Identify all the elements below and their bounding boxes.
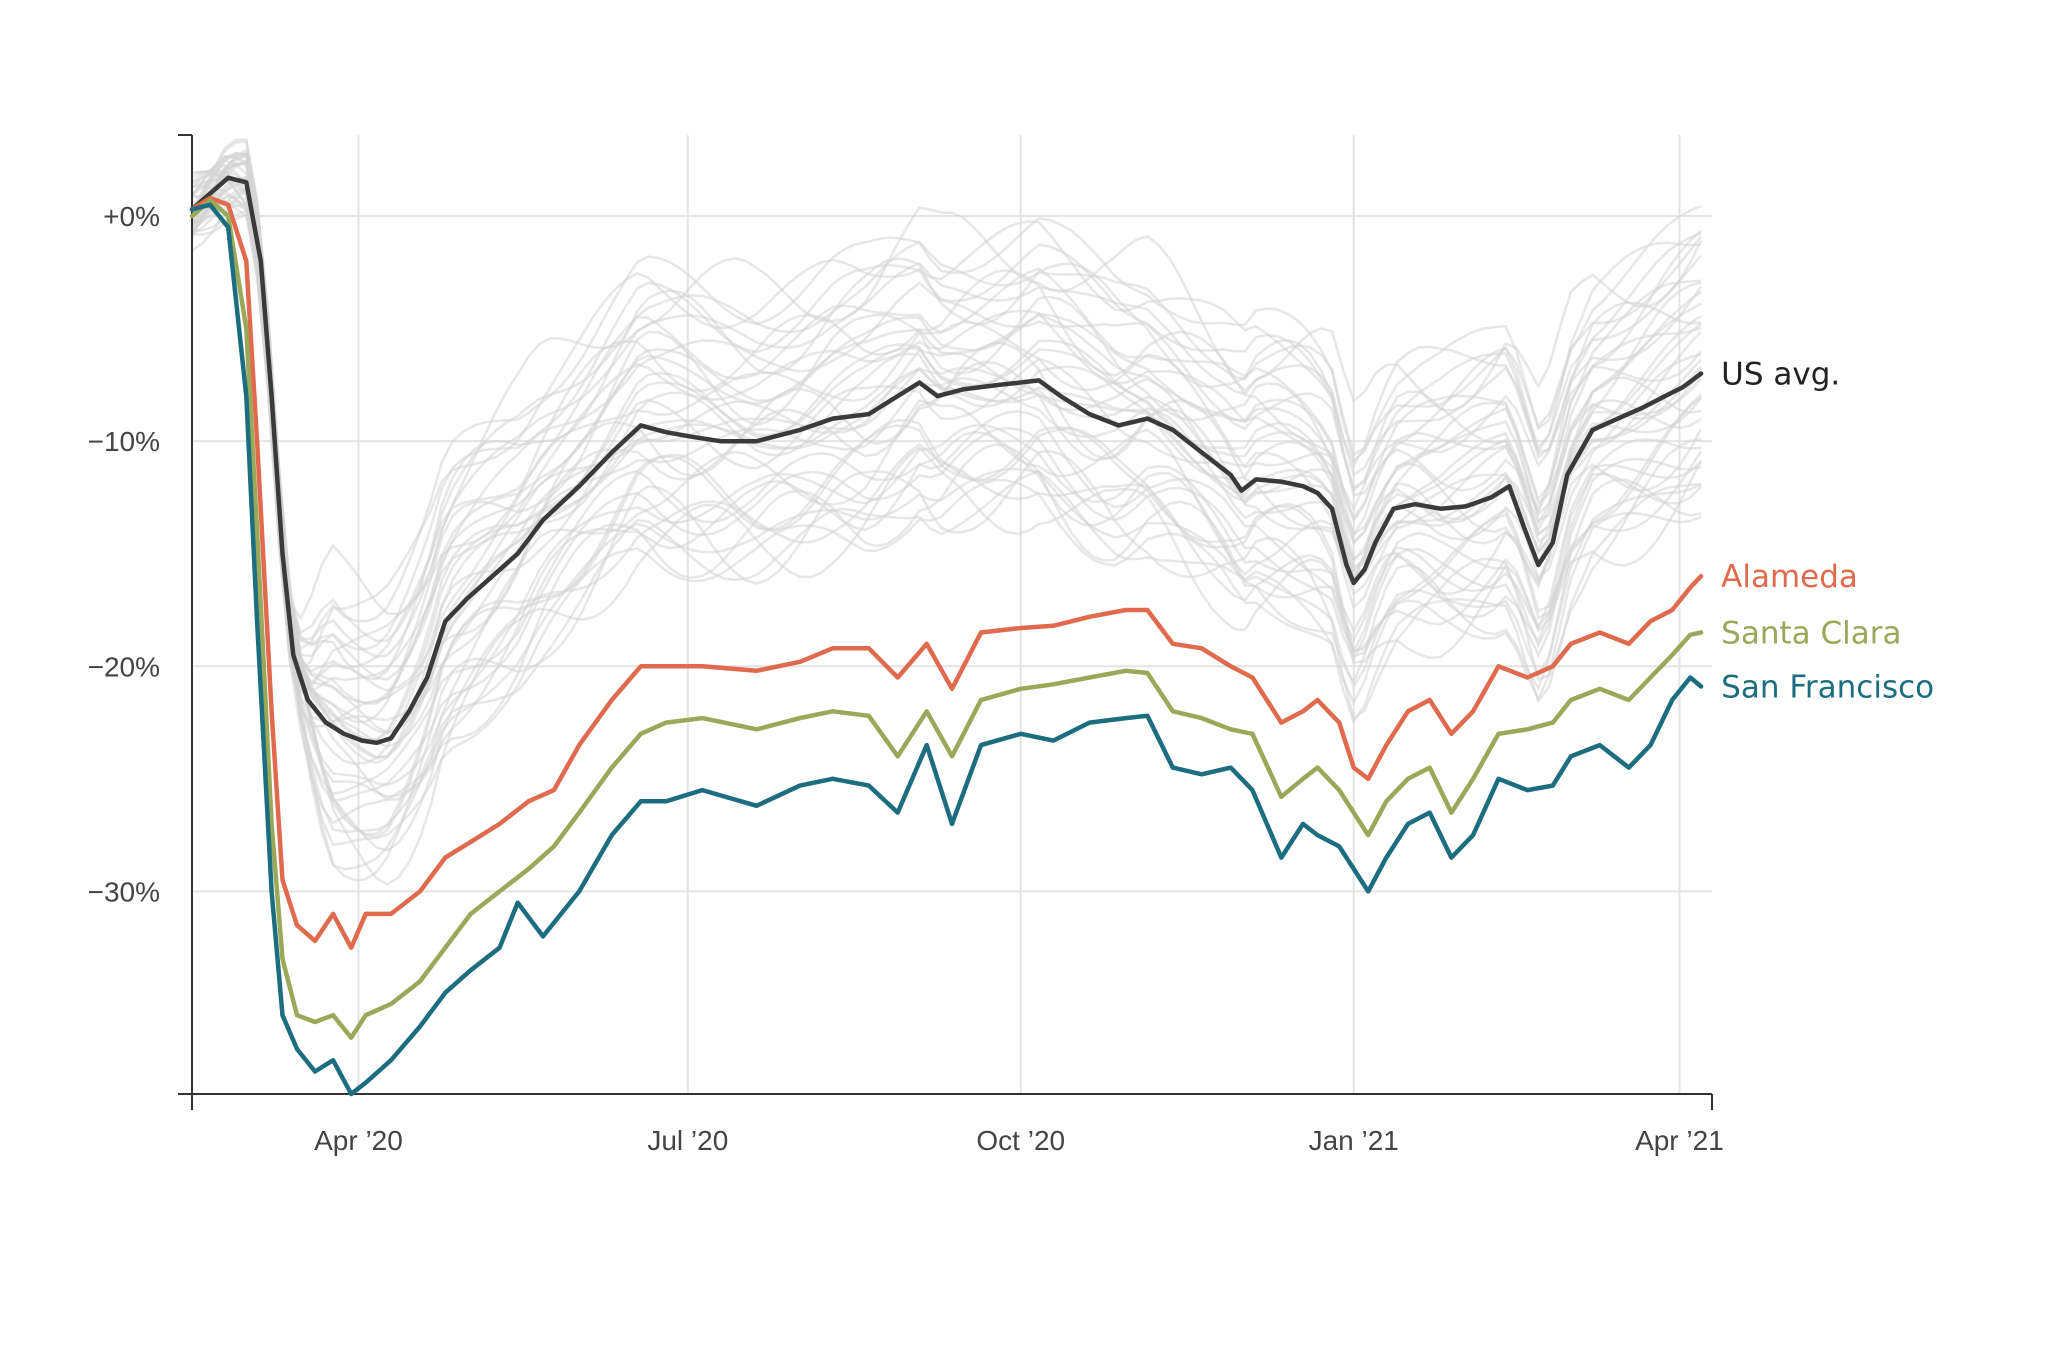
series-label: US avg.	[1721, 357, 1840, 393]
x-tick-label: Apr ’21	[1635, 1125, 1724, 1156]
x-tick-label: Apr ’20	[314, 1125, 403, 1156]
y-tick-label: −10%	[88, 426, 160, 457]
series-labels: US avg. Alameda Santa Clara San Francisco	[1721, 357, 1934, 706]
x-tick-labels: Apr ’20 Jul ’20 Oct ’20 Jan ’21 Apr ’21	[314, 1125, 1724, 1156]
axes	[178, 134, 1713, 1110]
series-line	[189, 202, 1704, 1097]
background-county-line	[191, 159, 1702, 676]
background-county-line	[191, 176, 1702, 846]
series-line	[189, 175, 1704, 746]
x-tick-label: Jan ’21	[1309, 1125, 1399, 1156]
background-county-line	[191, 206, 1703, 622]
series-label: Alameda	[1721, 559, 1858, 595]
series-label: San Francisco	[1721, 670, 1934, 706]
background-county-line	[190, 160, 1702, 741]
background-county-line	[191, 186, 1703, 681]
x-tick-label: Oct ’20	[976, 1125, 1065, 1156]
background-county-line	[190, 152, 1702, 839]
background-county-line	[191, 171, 1702, 803]
background-county-line	[190, 147, 1702, 681]
background-county-lines	[190, 138, 1703, 886]
background-county-line	[190, 152, 1702, 658]
series-line	[189, 198, 1704, 1040]
background-county-line	[191, 194, 1702, 798]
series-label: Santa Clara	[1721, 616, 1901, 652]
background-county-line	[191, 175, 1703, 659]
background-county-line	[191, 192, 1702, 787]
background-county-line	[191, 209, 1703, 802]
background-county-line	[190, 138, 1702, 882]
x-tick-label: Jul ’20	[647, 1125, 728, 1156]
background-county-line	[190, 162, 1702, 705]
background-county-line	[191, 176, 1703, 643]
series-lines	[189, 175, 1704, 1097]
background-county-line	[190, 154, 1702, 742]
y-tick-label: −30%	[88, 876, 160, 907]
background-county-line	[191, 164, 1702, 796]
y-tick-label: +0%	[103, 201, 160, 232]
background-county-line	[190, 151, 1702, 836]
background-county-line	[191, 186, 1703, 886]
background-county-line	[190, 140, 1702, 724]
series-line	[189, 195, 1704, 950]
background-county-line	[190, 151, 1702, 766]
y-tick-labels: +0% −10% −20% −30%	[88, 201, 160, 907]
background-county-line	[191, 173, 1702, 833]
y-tick-label: −20%	[88, 651, 160, 682]
background-county-line	[190, 153, 1702, 651]
